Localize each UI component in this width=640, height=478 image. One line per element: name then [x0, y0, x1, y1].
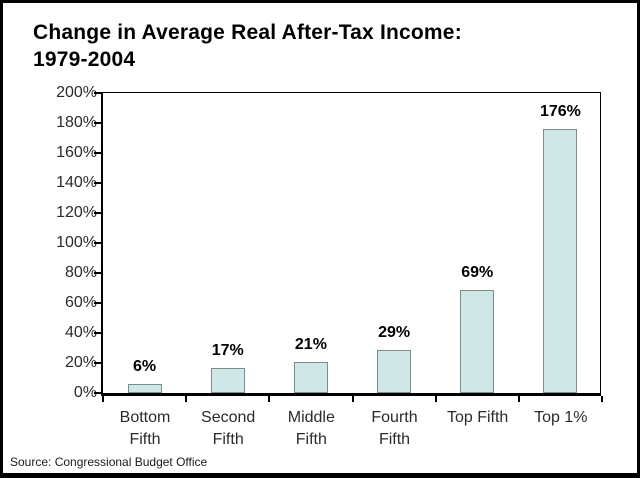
x-axis-tick-mark [351, 396, 354, 402]
y-axis-tick-label: 140% [56, 174, 97, 191]
y-axis-tick-label: 160% [56, 144, 97, 161]
y-axis-tick-label: 180% [56, 114, 97, 131]
y-axis-tick-mark [94, 182, 101, 184]
x-axis-tick-mark [517, 396, 520, 402]
chart-title-line2: 1979-2004 [33, 48, 136, 71]
chart-title-line1: Change in Average Real After-Tax Income: [33, 21, 462, 44]
bar-fourth-fifth [377, 349, 412, 393]
source-note: Source: Congressional Budget Office [10, 455, 208, 469]
bar-bottom-fifth [127, 384, 162, 393]
y-axis-tick-mark [94, 242, 101, 244]
y-axis-tick-label: 200% [56, 84, 97, 101]
bar-value-label: 69% [461, 263, 494, 281]
bar-value-label: 6% [133, 358, 157, 375]
x-axis-tick-mark [434, 396, 437, 402]
y-axis-tick-label: 100% [56, 234, 97, 251]
bar-value-label: 21% [294, 335, 327, 353]
bar-middle-fifth [293, 361, 328, 393]
bar-value-label: 17% [211, 341, 244, 359]
x-axis-category-label: Top Fifth [446, 409, 509, 426]
y-axis-tick-mark [94, 392, 101, 394]
y-axis-tick-label: 20% [64, 354, 97, 371]
y-axis-tick-mark [94, 272, 101, 274]
y-axis-tick-mark [94, 122, 101, 124]
x-axis-category-label: Middle Fifth [287, 409, 335, 448]
bar-value-label: 29% [378, 323, 411, 341]
y-axis-tick-label: 80% [64, 264, 97, 281]
y-axis-tick-mark [94, 152, 101, 154]
y-axis-tick-mark [94, 92, 101, 94]
plot-area [101, 92, 601, 396]
y-axis-tick-label: 60% [64, 294, 97, 311]
bar-second-fifth [210, 367, 245, 393]
bar-top-1- [543, 129, 578, 393]
y-axis-tick-mark [94, 212, 101, 214]
x-axis-tick-mark [102, 396, 104, 402]
y-axis-tick-label: 40% [64, 324, 97, 341]
y-axis-tick-mark [94, 302, 101, 304]
chart-title: Change in Average Real After-Tax Income:… [33, 19, 462, 73]
y-axis-tick-mark [94, 332, 101, 334]
x-axis-tick-mark [185, 396, 188, 402]
bar-top-fifth [460, 289, 495, 393]
x-axis-category-label: Top 1% [534, 409, 588, 426]
x-axis-category-label: Fourth Fifth [371, 409, 418, 448]
x-axis-tick-mark [601, 396, 603, 402]
x-axis-tick-mark [268, 396, 271, 402]
bar-value-label: 176% [539, 103, 581, 120]
y-axis-tick-mark [94, 362, 101, 364]
x-axis-category-label: Bottom Fifth [119, 409, 171, 448]
y-axis-tick-label: 0% [73, 384, 97, 401]
y-axis-tick-label: 120% [56, 204, 97, 221]
x-axis-category-label: Second Fifth [201, 409, 256, 448]
